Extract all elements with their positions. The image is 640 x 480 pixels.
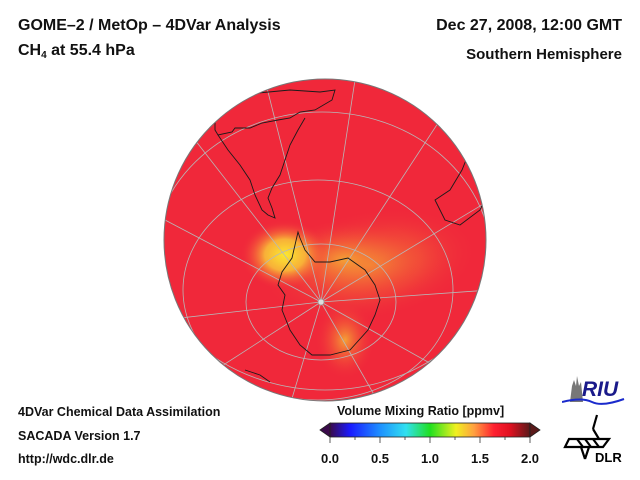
ch4-field — [164, 79, 486, 401]
hemisphere-label: Southern Hemisphere — [466, 46, 622, 63]
species-label: CH4 at 55.4 hPa — [18, 42, 135, 61]
cathedral-icon — [570, 376, 583, 402]
species-subscript: 4 — [41, 50, 47, 61]
colorbar-tick-3: 1.5 — [470, 451, 490, 466]
dlr-logo-text: DLR — [595, 450, 622, 465]
colorbar-tick-0: 0.0 — [320, 451, 340, 466]
colorbar-title: Volume Mixing Ratio [ppmv] — [337, 404, 505, 418]
colorbar-min-arrow — [319, 422, 331, 438]
riu-logo-text: RIU — [582, 378, 619, 401]
dlr-logo: DLR — [563, 414, 622, 465]
footer-url: http://wdc.dlr.de — [18, 452, 114, 466]
footer-line-2: SACADA Version 1.7 — [18, 429, 141, 443]
globe-outline — [163, 78, 487, 402]
antarctic-peninsula-coast — [277, 230, 381, 356]
colorbar — [319, 422, 541, 443]
colorbar-tick-1: 0.5 — [370, 451, 390, 466]
footer-line-1: 4DVar Chemical Data Assimilation — [18, 405, 221, 419]
colorbar-tick-4: 2.0 — [520, 451, 540, 466]
river-wave-icon — [562, 398, 625, 405]
colorbar-gradient — [329, 422, 531, 438]
date-label: Dec 27, 2008, 12:00 GMT — [436, 17, 622, 34]
colorbar-tick-2: 1.0 — [420, 451, 440, 466]
map-title: GOME–2 / MetOp – 4DVar Analysis — [18, 17, 281, 34]
globe-map — [163, 78, 487, 402]
colorbar-max-arrow — [529, 422, 541, 438]
dlr-emblem-icon — [563, 414, 612, 460]
species-name: CH — [18, 42, 42, 59]
south-pole-marker — [317, 298, 325, 306]
south-america-land — [217, 117, 306, 219]
south-america-coast — [214, 89, 336, 136]
pressure-level: at 55.4 hPa — [46, 42, 135, 59]
riu-logo: RIU — [562, 376, 625, 405]
australia-coast — [244, 369, 271, 383]
colorbar-tick-marks — [329, 437, 531, 443]
